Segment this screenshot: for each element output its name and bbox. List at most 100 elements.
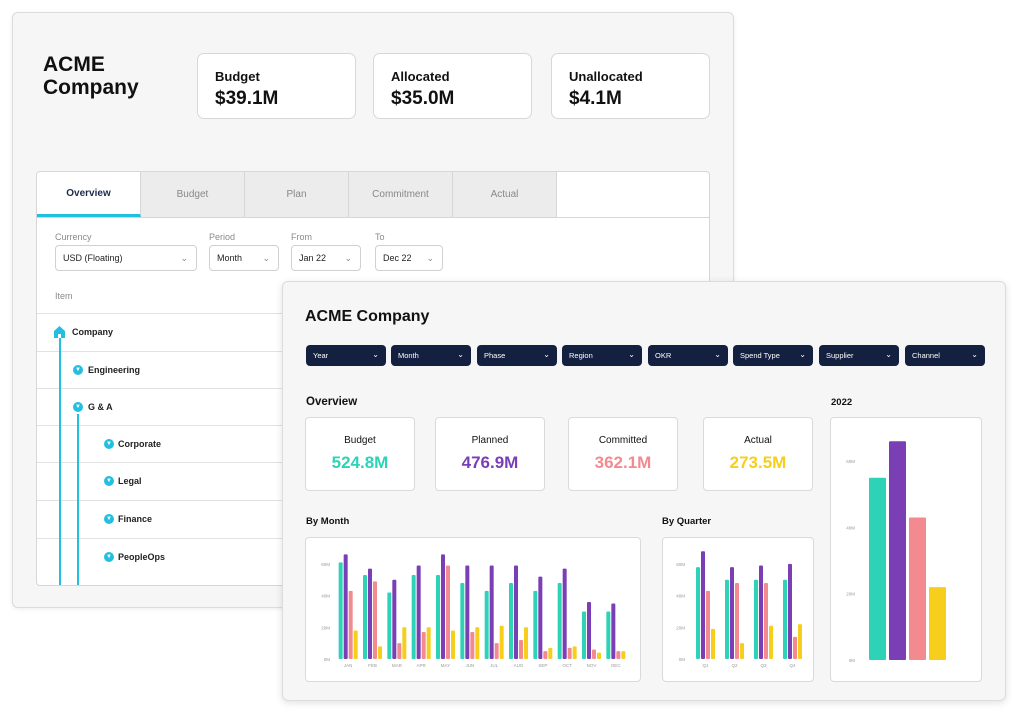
x-tick-label: Q2 xyxy=(731,663,738,668)
kpi-label: Allocated xyxy=(391,69,450,84)
metric-value: 362.1M xyxy=(594,453,652,472)
tree-label: Company xyxy=(72,327,114,337)
chevron-down-icon: ⌄ xyxy=(628,350,635,359)
tree-connector-line xyxy=(59,338,61,585)
chevron-down-icon: ⌄ xyxy=(799,350,806,359)
company-title: ACME Company xyxy=(43,53,139,99)
year-chart: 0M 20M 40M 60M xyxy=(846,441,946,663)
by-month-chart-card: 0M 20M 40M 60M JAN FEB MAR APR MAY JUN JUL AUG SEP OC… xyxy=(305,537,641,682)
kpi-value: $4.1M xyxy=(569,88,622,109)
bar-committed xyxy=(616,651,621,659)
tab-commitment[interactable]: Commitment xyxy=(349,172,453,217)
bar-committed xyxy=(494,643,499,659)
phase-filter[interactable]: Phase ⌄ xyxy=(477,345,557,366)
filter-label: Year xyxy=(313,351,329,360)
tree-label: Legal xyxy=(118,476,142,486)
year-filter[interactable]: Year ⌄ xyxy=(306,345,386,366)
bar-budget xyxy=(387,592,392,659)
committed-metric-card: Committed 362.1M xyxy=(568,417,678,491)
currency-select[interactable]: USD (Floating) ⌄ xyxy=(55,245,197,271)
allocated-kpi-card: Allocated $35.0M xyxy=(373,53,532,119)
kpi-value: $35.0M xyxy=(391,88,455,109)
tab-actual[interactable]: Actual xyxy=(453,172,557,217)
tree-connector-line xyxy=(77,414,79,585)
y-tick-label: 20M xyxy=(321,625,330,630)
metric-value: 476.9M xyxy=(461,453,519,472)
y-tick-label: 60M xyxy=(321,562,330,567)
item-column-header: Item xyxy=(55,291,73,301)
filter-label: Supplier xyxy=(826,351,854,360)
bar-committed xyxy=(421,632,426,659)
x-tick-label: JUL xyxy=(490,663,498,668)
bar-budget xyxy=(509,582,513,659)
budget-metric-card: Budget 524.8M xyxy=(305,417,415,491)
x-tick-label: NOV xyxy=(587,663,597,668)
tab-budget[interactable]: Budget xyxy=(141,172,245,217)
bar-actual xyxy=(426,627,431,659)
bar-committed xyxy=(909,517,926,660)
by-quarter-chart: 0M 20M 40M 60M Q1 Q2 Q3 Q4 xyxy=(676,551,802,668)
bar-budget xyxy=(363,575,367,659)
bar-committed xyxy=(764,582,768,659)
to-select[interactable]: Dec 22 ⌄ xyxy=(375,245,443,271)
okr-filter[interactable]: OKR ⌄ xyxy=(648,345,728,366)
y-tick-label: 60M xyxy=(846,459,855,464)
bar-planned xyxy=(465,565,470,659)
bar-planned xyxy=(889,441,906,660)
tree-label: Corporate xyxy=(118,439,162,449)
bar-planned xyxy=(416,565,421,659)
filter-label: Month xyxy=(398,351,419,360)
bar-budget xyxy=(484,590,489,659)
y-tick-label: 40M xyxy=(846,525,855,530)
from-select[interactable]: Jan 22 ⌄ xyxy=(291,245,361,271)
x-tick-label: MAR xyxy=(392,663,403,668)
chevron-down-icon: ⌄ xyxy=(344,253,352,263)
metric-label: Planned xyxy=(471,435,509,446)
bar-committed xyxy=(373,581,377,659)
x-tick-label: JAN xyxy=(344,663,353,668)
kpi-label: Budget xyxy=(215,69,260,84)
tree-label: PeopleOps xyxy=(118,552,166,562)
y-tick-label: 20M xyxy=(846,592,855,597)
home-icon xyxy=(54,325,65,338)
bar-committed xyxy=(470,632,475,659)
year-heading: 2022 xyxy=(831,397,853,408)
bar-committed xyxy=(706,590,710,659)
tab-plan[interactable]: Plan xyxy=(245,172,349,217)
bar-budget xyxy=(460,582,465,659)
x-tick-label: SEP xyxy=(538,663,547,668)
chevron-down-icon: ▼ xyxy=(104,476,114,486)
supplier-filter[interactable]: Supplier ⌄ xyxy=(819,345,899,366)
chevron-down-icon: ⌄ xyxy=(971,350,978,359)
spend-type-filter[interactable]: Spend Type ⌄ xyxy=(733,345,813,366)
to-label: To xyxy=(375,232,385,242)
y-tick-label: 40M xyxy=(321,594,330,599)
month-filter[interactable]: Month ⌄ xyxy=(391,345,471,366)
region-filter[interactable]: Region ⌄ xyxy=(562,345,642,366)
tab-overview[interactable]: Overview xyxy=(37,172,141,217)
bar-budget xyxy=(725,579,729,659)
filter-label: Spend Type xyxy=(740,351,780,360)
bar-budget xyxy=(582,611,586,659)
filter-label: Phase xyxy=(484,351,506,360)
front-window: ACME Company Year ⌄ Month ⌄ Phase ⌄ Region ⌄… xyxy=(282,281,1006,701)
x-tick-label: AUG xyxy=(514,663,524,668)
bar-planned xyxy=(788,563,792,659)
currency-value: USD (Floating) xyxy=(63,253,123,263)
bar-actual xyxy=(597,652,601,659)
x-tick-label: FEB xyxy=(368,663,377,668)
chevron-down-icon: ▼ xyxy=(104,552,114,562)
bar-planned xyxy=(343,554,348,659)
bar-actual xyxy=(740,643,744,659)
y-tick-label: 0M xyxy=(679,657,686,662)
period-select[interactable]: Month ⌄ xyxy=(209,245,279,271)
chevron-down-icon: ▼ xyxy=(73,402,83,412)
unallocated-kpi-card: Unallocated $4.1M xyxy=(551,53,710,119)
bar-planned xyxy=(368,568,372,659)
overview-heading: Overview xyxy=(306,396,358,408)
chevron-down-icon: ▼ xyxy=(73,365,83,375)
bar-budget xyxy=(436,575,440,659)
bar-actual xyxy=(621,651,626,659)
channel-filter[interactable]: Channel ⌄ xyxy=(905,345,985,366)
chevron-down-icon: ▼ xyxy=(104,439,114,449)
